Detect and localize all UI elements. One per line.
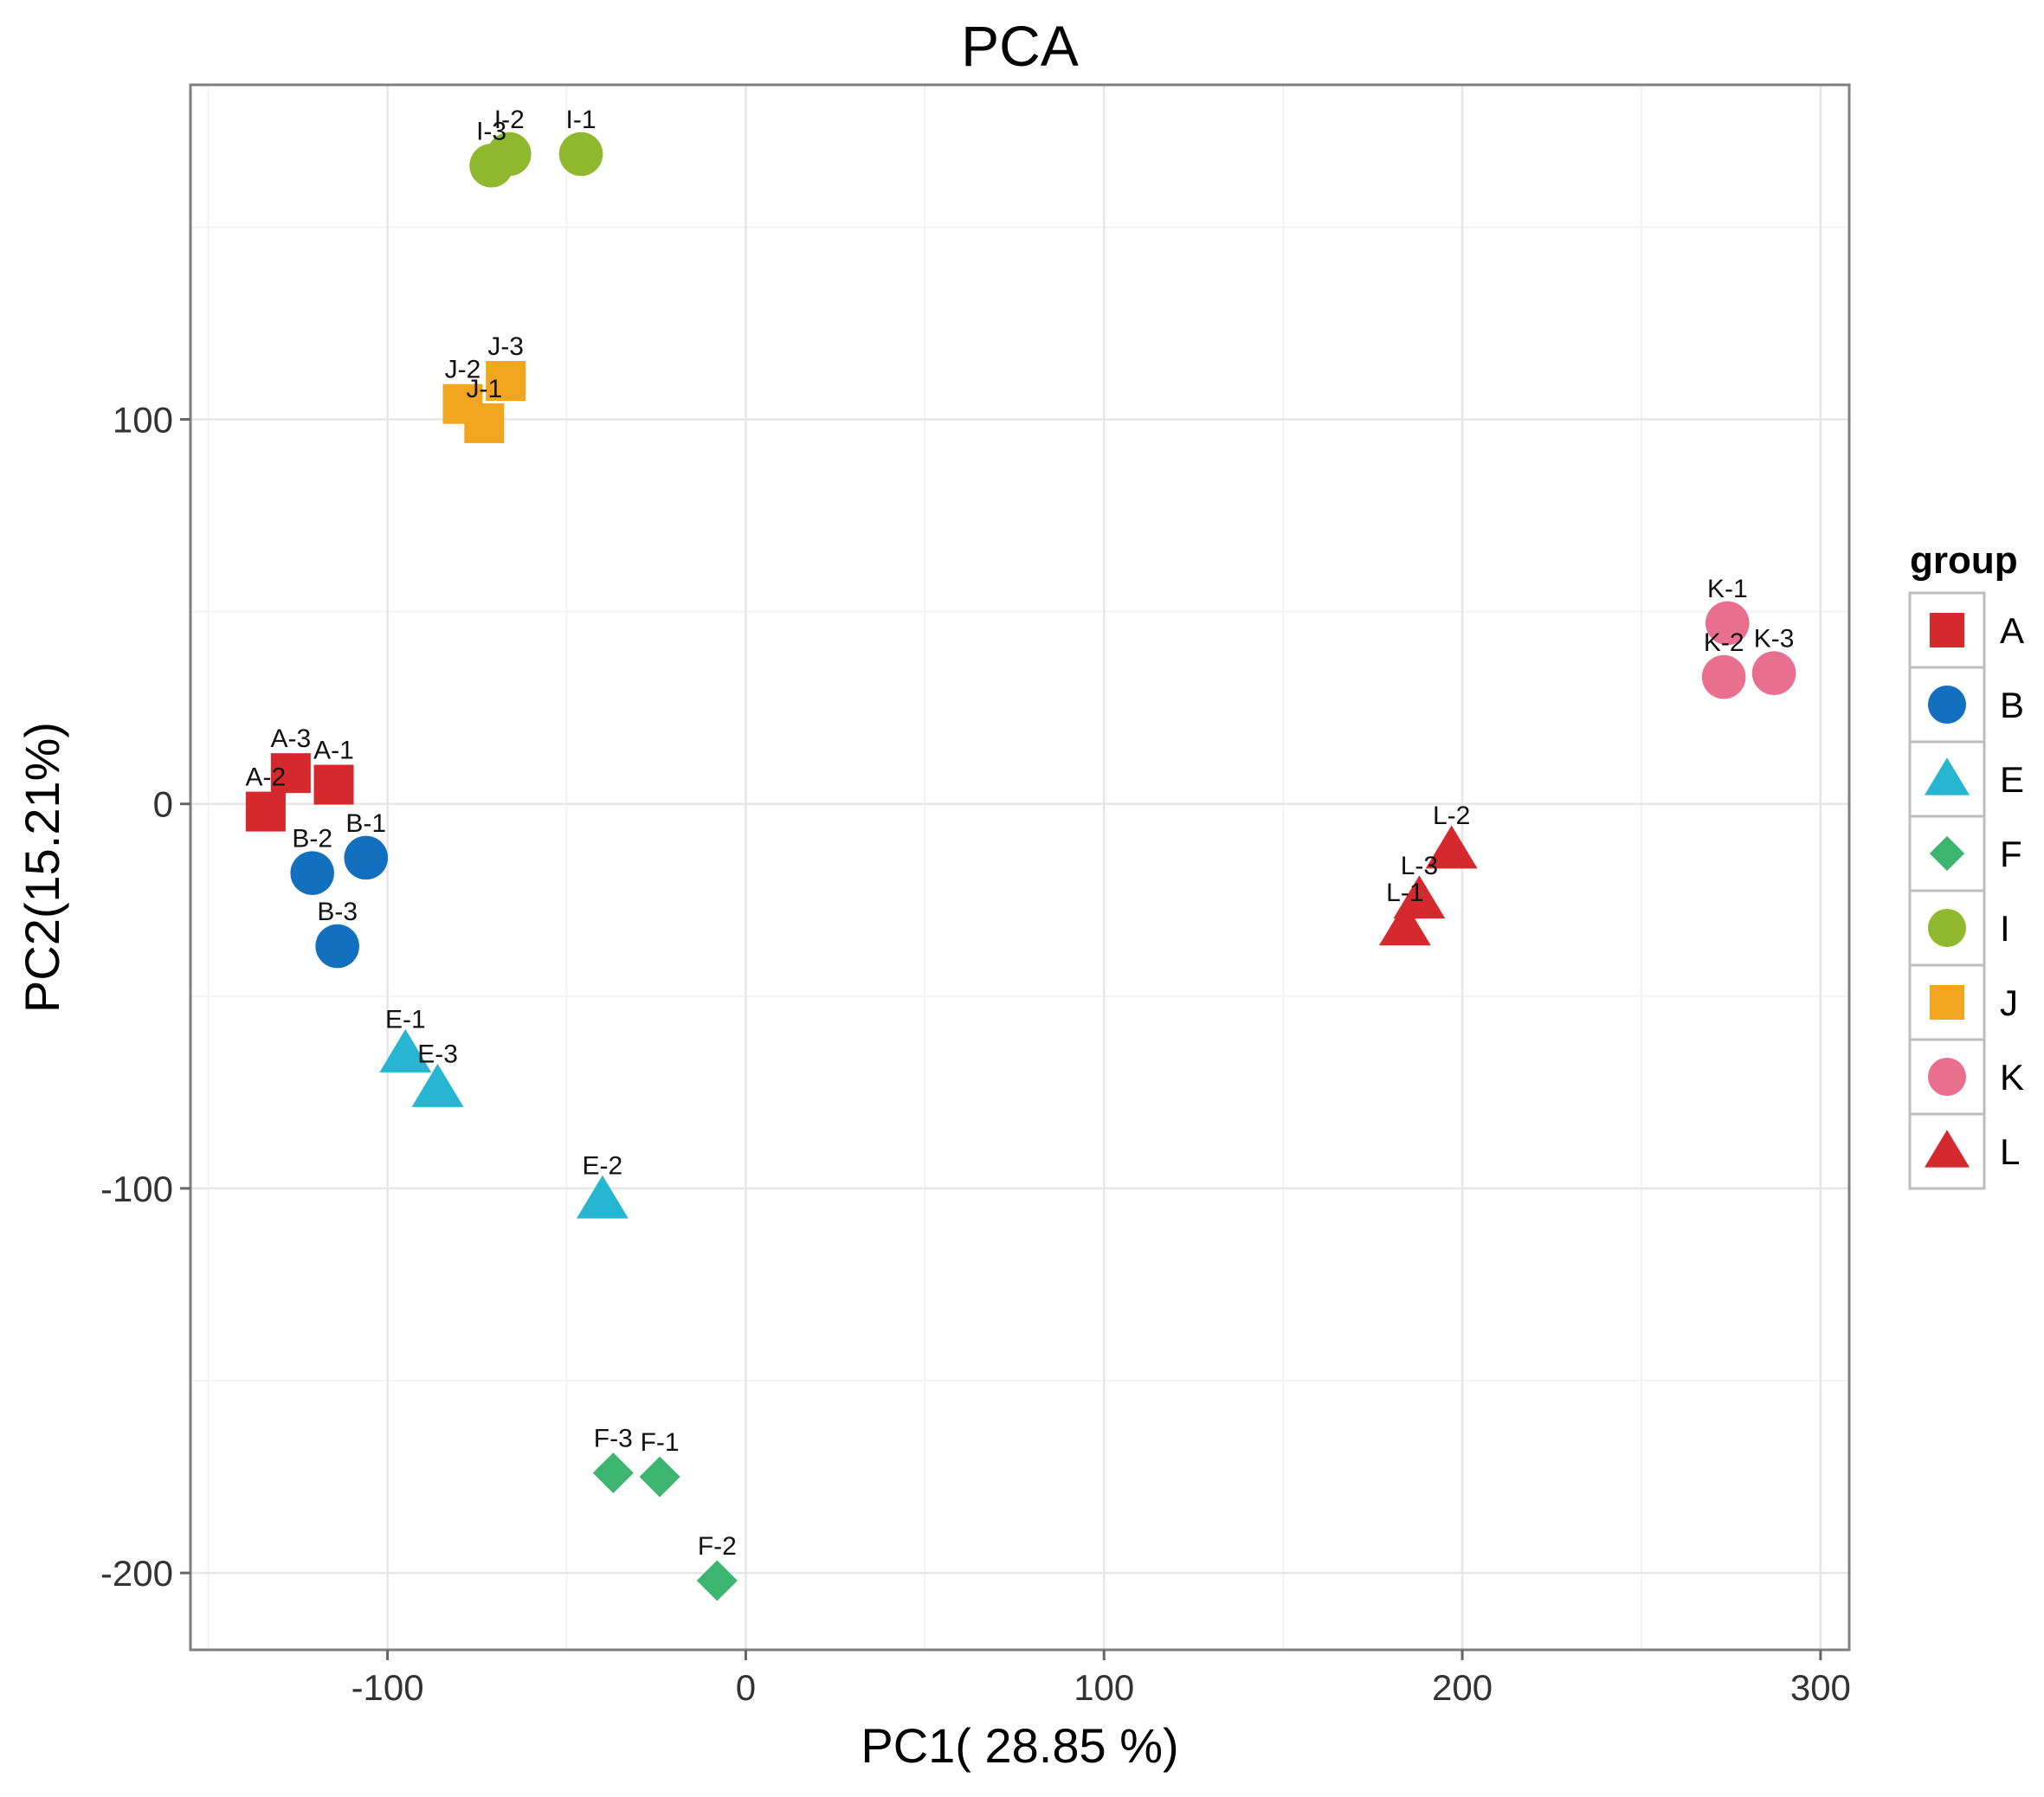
legend-label-k: K — [2000, 1057, 2024, 1098]
data-point-j-2 — [442, 383, 483, 424]
legend-marker-k — [1928, 1058, 1966, 1096]
point-label-b-3: B-3 — [317, 898, 358, 926]
legend-marker-f — [1929, 835, 1965, 872]
point-label-l-2: L-2 — [1433, 802, 1470, 830]
legend-label-i: I — [2000, 908, 2010, 949]
data-point-i-3 — [469, 143, 513, 188]
legend-title: group — [1910, 539, 2018, 582]
point-label-a-3: A-3 — [271, 725, 312, 753]
data-point-f-2 — [696, 1560, 738, 1601]
data-point-f-3 — [592, 1452, 634, 1494]
point-label-k-1: K-1 — [1707, 575, 1748, 603]
point-label-f-2: F-2 — [698, 1532, 737, 1561]
x-tick-label: -100 — [351, 1667, 424, 1708]
point-label-l-1: L-1 — [1386, 879, 1423, 907]
y-tick-label: -200 — [100, 1553, 173, 1594]
data-point-a-1 — [313, 764, 354, 805]
data-point-l-3 — [1393, 875, 1446, 919]
legend-label-l: L — [2000, 1131, 2020, 1172]
point-labels: A-1 A-2 A-3 B-1 B-2 B-3 E-1 E-2 E-3 F-1 F-2 F-3 I-1 I… — [246, 106, 1795, 1561]
data-point-e-3 — [411, 1063, 464, 1107]
legend-marker-l — [1924, 1130, 1970, 1168]
point-label-a-2: A-2 — [246, 763, 287, 792]
point-label-f-3: F-3 — [594, 1425, 633, 1453]
legend-label-f: F — [2000, 834, 2022, 874]
legend-label-e: E — [2000, 759, 2024, 800]
point-label-e-3: E-3 — [417, 1040, 458, 1068]
x-axis-label: PC1( 28.85 %) — [861, 1718, 1178, 1773]
data-point-l-2 — [1425, 825, 1478, 869]
point-label-i-3: I-3 — [476, 117, 506, 145]
point-label-j-1: J-1 — [466, 375, 502, 403]
plot-panel — [189, 83, 1851, 1652]
point-label-i-1: I-1 — [566, 106, 596, 134]
data-point-b-1 — [344, 835, 389, 880]
grid-major — [190, 85, 1849, 1650]
legend-marker-i — [1928, 909, 1966, 947]
y-axis-label: PC2(15.21%) — [15, 722, 69, 1013]
point-label-k-3: K-3 — [1754, 625, 1795, 654]
point-label-j-3: J-3 — [487, 332, 524, 361]
legend-key-box-f — [1908, 815, 1986, 892]
data-point-j-3 — [486, 361, 526, 402]
data-point-k-1 — [1705, 601, 1750, 646]
point-label-e-2: E-2 — [583, 1151, 623, 1180]
legend-marker-j — [1930, 985, 1964, 1020]
data-points — [245, 132, 1796, 1601]
legend-marker-e — [1924, 757, 1970, 795]
axis-tick-labels: -100 0 100 200 300 100 0 -100 -200 — [100, 399, 1851, 1708]
x-tick-label: 300 — [1790, 1667, 1851, 1708]
point-label-e-1: E-1 — [385, 1005, 426, 1034]
legend-label-b: B — [2000, 685, 2024, 725]
point-label-a-1: A-1 — [313, 736, 354, 764]
data-point-k-2 — [1701, 654, 1746, 699]
data-point-a-2 — [245, 791, 286, 832]
data-point-i-1 — [558, 132, 603, 177]
point-label-b-2: B-2 — [292, 825, 332, 853]
data-point-b-2 — [290, 851, 334, 895]
point-label-b-1: B-1 — [345, 809, 386, 838]
chart-title: PCA — [961, 14, 1079, 78]
legend-label-a: A — [2000, 610, 2024, 651]
data-point-k-3 — [1751, 651, 1796, 695]
x-tick-label: 200 — [1432, 1667, 1493, 1708]
point-label-i-2: I-2 — [494, 106, 525, 134]
data-point-f-1 — [639, 1456, 680, 1498]
axis-ticks — [180, 417, 1822, 1660]
legend-marker-a — [1930, 613, 1964, 647]
grid-minor — [190, 85, 1849, 1650]
data-point-e-2 — [576, 1175, 629, 1219]
data-point-e-1 — [379, 1028, 432, 1072]
point-label-l-3: L-3 — [1401, 852, 1438, 880]
point-label-f-1: F-1 — [641, 1428, 680, 1457]
x-tick-label: 100 — [1074, 1667, 1134, 1708]
y-tick-label: 0 — [153, 784, 173, 825]
data-point-l-1 — [1378, 902, 1431, 946]
legend-marker-b — [1928, 686, 1966, 724]
legend-label-j: J — [2000, 982, 2018, 1023]
data-point-b-3 — [315, 924, 359, 969]
point-label-k-2: K-2 — [1704, 628, 1744, 657]
point-label-j-2: J-2 — [445, 356, 481, 384]
x-tick-label: 0 — [736, 1667, 756, 1708]
y-tick-label: 100 — [113, 399, 173, 440]
y-tick-label: -100 — [100, 1169, 173, 1209]
data-point-a-3 — [270, 753, 311, 794]
